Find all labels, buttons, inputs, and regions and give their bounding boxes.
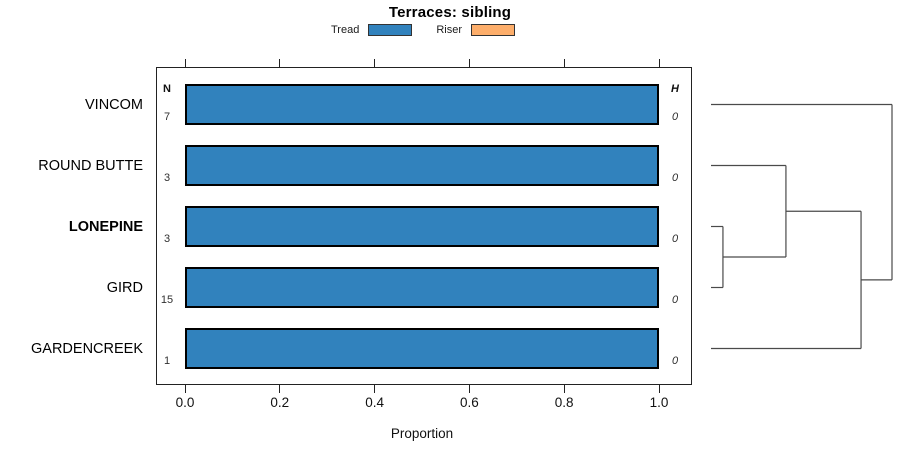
- x-tick-label: 0.2: [270, 395, 290, 410]
- h-value: 0: [671, 294, 679, 306]
- x-tick-top: [658, 59, 660, 67]
- x-tick-top: [279, 59, 281, 67]
- h-value: 0: [671, 233, 679, 245]
- x-tick-top: [374, 59, 376, 67]
- x-tick-bottom: [658, 385, 660, 393]
- n-value: 7: [163, 111, 171, 123]
- x-tick-top: [184, 59, 186, 67]
- legend-label-tread: Tread: [331, 24, 360, 36]
- x-tick-bottom: [468, 385, 470, 393]
- row-label-vincom: VINCOM: [85, 96, 143, 113]
- legend-swatch-riser: [471, 24, 515, 36]
- n-value: 1: [163, 355, 171, 367]
- row-label-lonepine: LONEPINE: [68, 218, 143, 235]
- row-label-gird: GIRD: [106, 279, 143, 296]
- n-value: 3: [163, 233, 171, 245]
- legend: Tread Riser: [331, 24, 515, 36]
- h-value: 0: [671, 172, 679, 184]
- x-axis-title: Proportion: [390, 426, 454, 441]
- legend-label-riser: Riser: [436, 24, 462, 36]
- chart-title: Terraces: sibling: [388, 4, 512, 21]
- plot-area: [156, 67, 692, 385]
- h-value: 0: [671, 111, 679, 123]
- x-tick-label: 1.0: [649, 395, 669, 410]
- legend-swatch-tread: [368, 24, 413, 36]
- x-tick-label: 0.8: [554, 395, 574, 410]
- x-tick-label: 0.4: [365, 395, 384, 410]
- dendrogram: [711, 103, 893, 350]
- x-tick-top: [563, 59, 565, 67]
- x-tick-top: [468, 59, 470, 67]
- n-column-header: N: [163, 83, 171, 95]
- n-value: 15: [160, 294, 174, 306]
- h-value: 0: [671, 355, 679, 367]
- legend-item-tread: Tread: [331, 24, 413, 36]
- bar-tread-vincom: [185, 84, 659, 125]
- bar-tread-round-butte: [185, 145, 659, 186]
- bar-tread-lonepine: [185, 206, 659, 247]
- x-tick-bottom: [279, 385, 281, 393]
- bar-tread-gird: [185, 267, 659, 308]
- h-column-header: H: [671, 83, 679, 95]
- x-tick-bottom: [184, 385, 186, 393]
- legend-item-riser: Riser: [436, 24, 515, 36]
- bar-tread-gardencreek: [185, 328, 659, 369]
- x-tick-bottom: [563, 385, 565, 393]
- row-label-gardencreek: GARDENCREEK: [31, 340, 143, 357]
- x-tick-label: 0.0: [175, 395, 195, 410]
- x-tick-label: 0.6: [460, 395, 479, 410]
- row-label-round-butte: ROUND BUTTE: [38, 157, 143, 174]
- x-tick-bottom: [374, 385, 376, 393]
- n-value: 3: [163, 172, 171, 184]
